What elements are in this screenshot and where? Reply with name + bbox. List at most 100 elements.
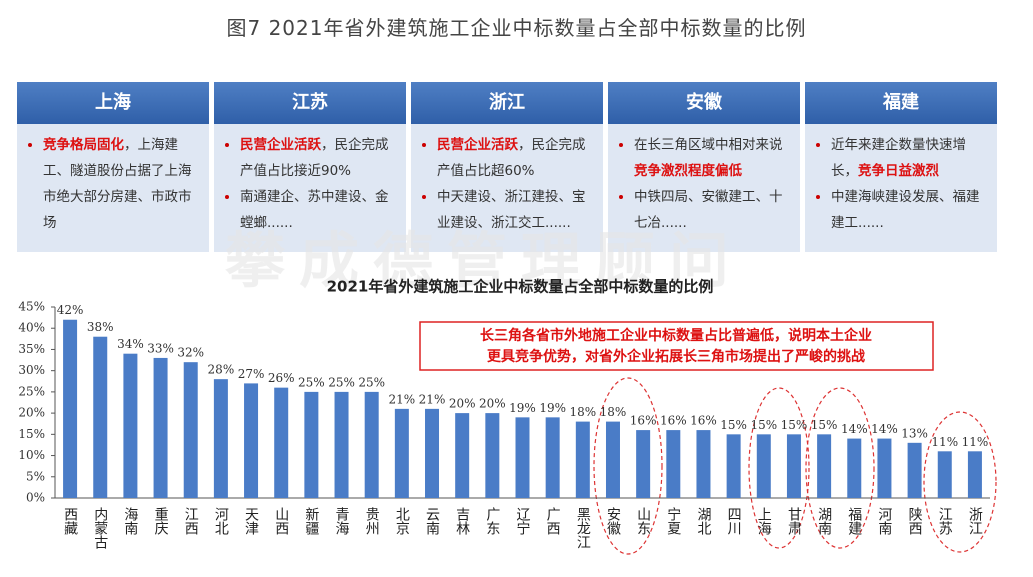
bar [394, 408, 409, 498]
x-tick-label: 浙江 [967, 507, 983, 535]
bullet-list: 在长三角区域中相对来说竞争激烈程度偏低中铁四局、安徽建工、十七冶...... [616, 132, 792, 236]
bar [937, 451, 952, 498]
watermark: 攀成德管理顾问 [225, 227, 743, 297]
text: 南通建企、苏中建设、金螳螂...... [240, 189, 389, 231]
x-tick-label: 江苏 [937, 507, 953, 536]
highlight-text: 竞争格局固化 [43, 137, 124, 153]
value-label: 11% [931, 435, 958, 449]
bar [274, 387, 289, 498]
bar [334, 391, 349, 498]
value-label: 11% [962, 435, 989, 449]
bar [545, 417, 560, 498]
value-label: 20% [479, 397, 506, 411]
x-tick-label: 山东 [635, 507, 651, 535]
bullet: 竞争格局固化，上海建工、隧道股份占据了上海市绝大部分房建、市政市场 [43, 132, 201, 236]
text: ，民企完成产值占比超60% [437, 137, 586, 179]
value-label: 13% [901, 426, 928, 440]
x-tick-label: 安徽 [605, 507, 621, 535]
value-label: 33% [147, 341, 174, 355]
bar [636, 430, 651, 498]
x-tick-label: 贵州 [364, 507, 380, 535]
y-tick-label: 15% [18, 427, 45, 441]
value-label: 15% [720, 418, 747, 432]
panel: 上海竞争格局固化，上海建工、隧道股份占据了上海市绝大部分房建、市政市场 [17, 82, 209, 252]
bullet: 民营企业活跃，民企完成产值占比超60% [437, 132, 595, 184]
x-tick-label: 湖北 [695, 507, 711, 536]
bullet: 南通建企、苏中建设、金螳螂...... [240, 184, 398, 236]
highlight-text: 民营企业活跃 [437, 137, 518, 153]
bar [485, 413, 500, 498]
bullet: 中铁四局、安徽建工、十七冶...... [634, 184, 792, 236]
value-label: 32% [177, 346, 204, 360]
value-label: 15% [811, 418, 838, 432]
x-tick-label: 北京 [394, 507, 410, 535]
x-tick-label: 西藏 [62, 507, 78, 535]
bar [756, 434, 771, 498]
panel-body: 在长三角区域中相对来说竞争激烈程度偏低中铁四局、安徽建工、十七冶...... [608, 124, 800, 252]
bar [877, 438, 892, 498]
y-tick-label: 25% [18, 384, 45, 398]
panel: 浙江民营企业活跃，民企完成产值占比超60% 中天建设、浙江建投、宝业建设、浙江交工… [411, 82, 603, 252]
bullet: 在长三角区域中相对来说竞争激烈程度偏低 [634, 132, 792, 184]
value-label: 25% [328, 375, 355, 389]
panel-title: 江苏 [214, 82, 406, 124]
panel-title: 浙江 [411, 82, 603, 124]
value-label: 42% [57, 303, 84, 317]
bar [726, 434, 741, 498]
value-label: 18% [569, 405, 596, 419]
value-label: 34% [117, 337, 144, 351]
value-label: 16% [630, 414, 657, 428]
annotation: 更具竞争优势，对省外企业拓展长三角市场提出了严峻的挑战 [487, 348, 865, 365]
value-label: 21% [419, 392, 446, 406]
bar [786, 434, 801, 498]
text: ，上海建工、隧道股份占据了上海市绝大部分房建、市政市场 [43, 137, 192, 231]
x-tick-label: 云南 [424, 507, 440, 535]
panel: 福建近年来建企数量快速增长，竞争日益激烈中建海峡建设发展、福建建工...... [805, 82, 997, 252]
value-label: 14% [841, 422, 868, 436]
x-tick-label: 海南 [122, 507, 138, 535]
bar [515, 417, 530, 498]
x-tick-label: 广西 [545, 507, 561, 535]
x-tick-label: 江西 [183, 507, 199, 535]
bar [907, 442, 922, 498]
highlight-text: 民营企业活跃 [240, 137, 321, 153]
bar [153, 357, 168, 498]
value-label: 16% [660, 414, 687, 428]
panel-body: 民营企业活跃，民企完成产值占比接近90% 南通建企、苏中建设、金螳螂...... [214, 124, 406, 252]
bar [213, 379, 228, 498]
x-tick-label: 福建 [846, 507, 862, 536]
x-tick-label: 青海 [334, 507, 350, 535]
value-label: 16% [690, 414, 717, 428]
highlight-ellipse [923, 411, 997, 553]
bar [304, 391, 319, 498]
highlight-text: 竞争激烈程度偏低 [634, 163, 742, 179]
panel-title: 福建 [805, 82, 997, 124]
annotation: 长三角各省市外地施工企业中标数量占比普遍低，说明本土企业 [480, 327, 872, 344]
y-tick-label: 40% [18, 321, 45, 335]
bullet: 中建海峡建设发展、福建建工...... [831, 184, 989, 236]
x-tick-label: 湖南 [816, 507, 832, 535]
x-tick-label: 重庆 [153, 507, 169, 535]
bar [244, 383, 259, 498]
panel: 江苏民营企业活跃，民企完成产值占比接近90% 南通建企、苏中建设、金螳螂.....… [214, 82, 406, 252]
bar [817, 434, 832, 498]
value-label: 38% [87, 320, 114, 334]
bar [605, 421, 620, 498]
value-label: 18% [600, 405, 627, 419]
panel: 安徽在长三角区域中相对来说竞争激烈程度偏低中铁四局、安徽建工、十七冶...... [608, 82, 800, 252]
bar [847, 438, 862, 498]
page-title: 图7 2021年省外建筑施工企业中标数量占全部中标数量的比例 [226, 16, 807, 40]
value-label: 14% [871, 422, 898, 436]
value-label: 20% [449, 397, 476, 411]
value-label: 26% [268, 371, 295, 385]
bar [666, 430, 681, 498]
x-tick-label: 河南 [876, 507, 892, 535]
bar [455, 413, 470, 498]
bullet: 民营企业活跃，民企完成产值占比接近90% [240, 132, 398, 184]
bullet: 中天建设、浙江建投、宝业建设、浙江交工...... [437, 184, 595, 236]
bar [967, 451, 982, 498]
x-tick-label: 黑龙江 [575, 507, 591, 549]
x-tick-label: 上海 [756, 507, 772, 535]
